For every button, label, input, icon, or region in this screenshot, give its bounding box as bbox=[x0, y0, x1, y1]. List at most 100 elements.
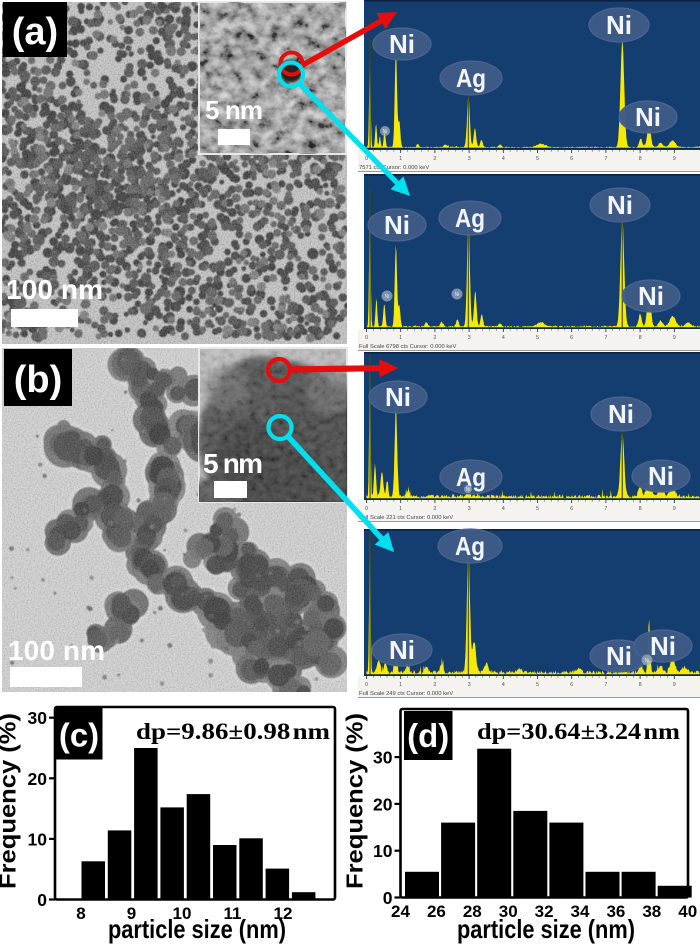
svg-text:1: 1 bbox=[399, 506, 402, 512]
svg-text:26: 26 bbox=[427, 902, 446, 921]
svg-text:Ag: Ag bbox=[456, 63, 486, 93]
svg-text:(c): (c) bbox=[59, 717, 99, 754]
svg-text:dp=9.86±0.98 nm: dp=9.86±0.98 nm bbox=[136, 719, 330, 745]
svg-text:Full Scale 6798 cts Cursor: 0: Full Scale 6798 cts Cursor: 0.000 keV bbox=[359, 344, 456, 350]
svg-text:0: 0 bbox=[365, 156, 368, 162]
svg-text:2: 2 bbox=[433, 506, 436, 512]
svg-text:8: 8 bbox=[639, 506, 642, 512]
svg-text:9: 9 bbox=[127, 904, 136, 923]
svg-text:Ag: Ag bbox=[455, 531, 485, 561]
svg-text:5: 5 bbox=[536, 335, 539, 341]
svg-text:1: 1 bbox=[399, 156, 402, 162]
svg-text:30: 30 bbox=[28, 708, 48, 728]
svg-text:7: 7 bbox=[604, 682, 607, 688]
svg-text:38: 38 bbox=[642, 902, 661, 921]
svg-text:9: 9 bbox=[673, 682, 676, 688]
svg-text:Ni: Ni bbox=[389, 635, 415, 665]
svg-text:3: 3 bbox=[468, 156, 471, 162]
svg-text:Ni: Ni bbox=[650, 631, 676, 661]
svg-text:20: 20 bbox=[373, 794, 393, 814]
svg-text:8: 8 bbox=[639, 156, 642, 162]
svg-text:6: 6 bbox=[570, 682, 573, 688]
svg-text:Ni: Ni bbox=[384, 210, 410, 240]
svg-text:6: 6 bbox=[570, 506, 573, 512]
svg-text:Ni: Ni bbox=[608, 399, 634, 429]
svg-text:Ni: Ni bbox=[645, 658, 650, 664]
svg-text:particle size (nm): particle size (nm) bbox=[457, 914, 635, 944]
svg-text:7: 7 bbox=[604, 156, 607, 162]
svg-text:9: 9 bbox=[673, 335, 676, 341]
svg-text:Ni: Ni bbox=[638, 281, 664, 311]
svg-text:11: 11 bbox=[224, 904, 242, 923]
svg-text:32: 32 bbox=[535, 902, 554, 921]
svg-text:Ni: Ni bbox=[389, 29, 415, 59]
svg-text:Ni: Ni bbox=[385, 382, 411, 412]
svg-text:12: 12 bbox=[274, 904, 293, 923]
svg-text:1: 1 bbox=[399, 335, 402, 341]
svg-text:4: 4 bbox=[502, 506, 505, 512]
svg-text:100 nm: 100 nm bbox=[8, 635, 105, 666]
svg-text:8: 8 bbox=[639, 335, 642, 341]
svg-text:5: 5 bbox=[536, 682, 539, 688]
svg-text:24: 24 bbox=[391, 902, 410, 921]
svg-text:4: 4 bbox=[502, 335, 505, 341]
svg-text:20: 20 bbox=[28, 769, 48, 789]
svg-text:36: 36 bbox=[606, 902, 625, 921]
svg-text:5: 5 bbox=[536, 506, 539, 512]
svg-text:4: 4 bbox=[502, 682, 505, 688]
svg-text:0: 0 bbox=[365, 506, 368, 512]
svg-text:3: 3 bbox=[468, 506, 471, 512]
svg-text:Ag: Ag bbox=[455, 203, 485, 233]
svg-text:Ni: Ni bbox=[635, 102, 661, 132]
svg-text:4: 4 bbox=[502, 156, 505, 162]
svg-text:0: 0 bbox=[37, 890, 47, 910]
svg-text:7: 7 bbox=[604, 335, 607, 341]
svg-text:5 nm: 5 nm bbox=[205, 95, 263, 125]
svg-text:Full Scale 249 cts Cursor: 0.: Full Scale 249 cts Cursor: 0.000 keV bbox=[359, 691, 453, 697]
svg-text:3: 3 bbox=[468, 335, 471, 341]
svg-text:6: 6 bbox=[570, 156, 573, 162]
svg-text:particle size (nm): particle size (nm) bbox=[108, 914, 286, 944]
svg-text:34: 34 bbox=[571, 902, 590, 921]
svg-text:1: 1 bbox=[399, 682, 402, 688]
svg-text:7571 cts Cursor: 0.000 keV: 7571 cts Cursor: 0.000 keV bbox=[359, 165, 429, 171]
svg-text:0: 0 bbox=[383, 888, 393, 908]
svg-text:Ni: Ni bbox=[385, 294, 390, 300]
svg-text:(d): (d) bbox=[407, 717, 449, 754]
svg-text:5 nm: 5 nm bbox=[203, 448, 263, 479]
svg-text:9: 9 bbox=[673, 506, 676, 512]
svg-text:40: 40 bbox=[678, 902, 697, 921]
svg-text:0: 0 bbox=[365, 335, 368, 341]
svg-text:(b): (b) bbox=[14, 359, 63, 401]
svg-text:Frequency (%): Frequency (%) bbox=[0, 713, 21, 889]
svg-text:Ni: Ni bbox=[648, 461, 674, 491]
svg-text:28: 28 bbox=[463, 902, 482, 921]
svg-text:dp=30.64±3.24 nm: dp=30.64±3.24 nm bbox=[477, 719, 680, 745]
svg-text:Frequency (%): Frequency (%) bbox=[342, 713, 368, 889]
svg-text:2: 2 bbox=[433, 682, 436, 688]
svg-text:9: 9 bbox=[673, 156, 676, 162]
svg-text:5: 5 bbox=[536, 156, 539, 162]
svg-text:10: 10 bbox=[28, 829, 48, 849]
svg-text:Ni: Ni bbox=[606, 641, 632, 671]
svg-text:10: 10 bbox=[373, 841, 393, 861]
svg-text:30: 30 bbox=[499, 902, 518, 921]
svg-text:Full Scale 221 cts Cursor: 0.: Full Scale 221 cts Cursor: 0.000 keV bbox=[359, 515, 453, 521]
svg-text:0: 0 bbox=[365, 682, 368, 688]
svg-text:Ni: Ni bbox=[466, 487, 471, 493]
svg-text:3: 3 bbox=[468, 682, 471, 688]
svg-text:Ni: Ni bbox=[455, 292, 460, 298]
svg-text:30: 30 bbox=[373, 748, 393, 768]
svg-text:6: 6 bbox=[570, 335, 573, 341]
svg-text:Ni: Ni bbox=[606, 10, 632, 40]
svg-text:8: 8 bbox=[639, 682, 642, 688]
svg-text:100 nm: 100 nm bbox=[6, 274, 103, 305]
svg-text:(a): (a) bbox=[12, 11, 58, 53]
svg-text:Ni: Ni bbox=[383, 129, 388, 135]
svg-text:10: 10 bbox=[173, 904, 192, 923]
svg-text:7: 7 bbox=[604, 506, 607, 512]
svg-text:2: 2 bbox=[433, 156, 436, 162]
svg-text:Ni: Ni bbox=[607, 190, 633, 220]
svg-text:2: 2 bbox=[433, 335, 436, 341]
svg-text:8: 8 bbox=[76, 904, 85, 923]
